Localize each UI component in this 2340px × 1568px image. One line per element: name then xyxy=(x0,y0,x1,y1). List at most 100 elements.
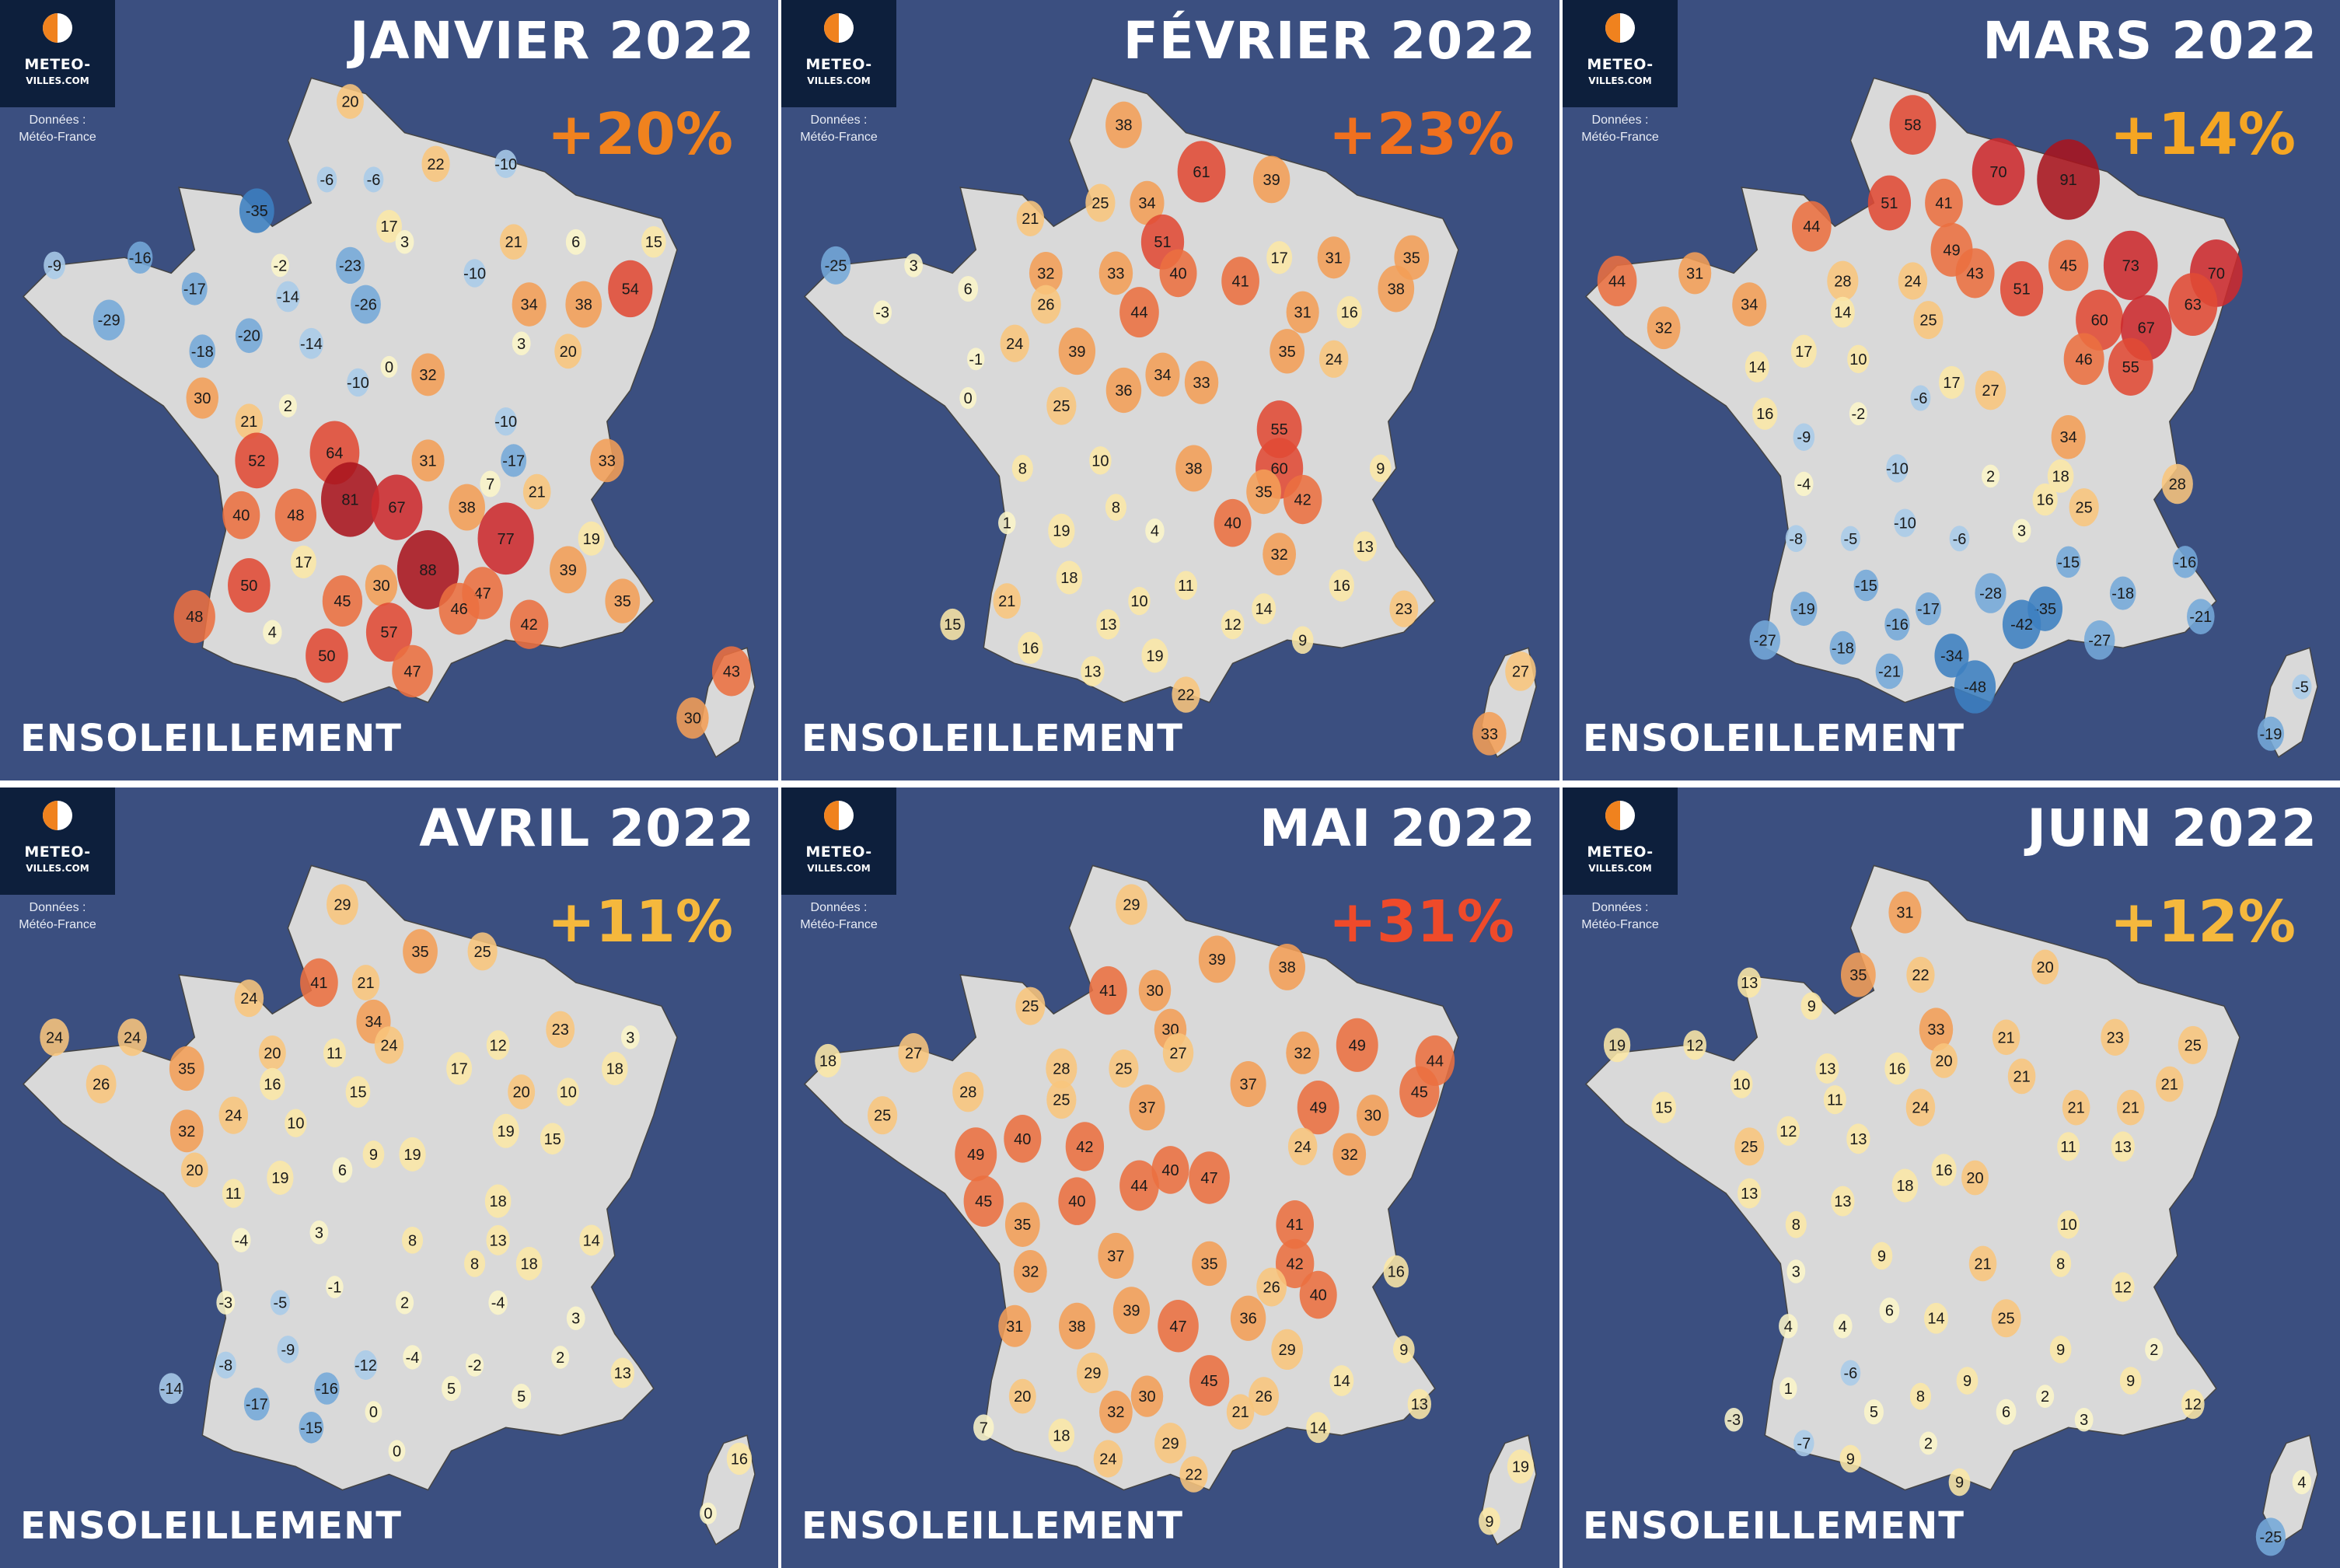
station-bubble-shape xyxy=(1793,423,1815,452)
station-bubble-shape xyxy=(1849,402,1867,425)
station-bubble: 24 xyxy=(40,1018,69,1056)
station-value: 12 xyxy=(2115,1280,2132,1297)
station-bubble-shape xyxy=(2063,333,2104,386)
station-bubble-shape xyxy=(1831,1186,1855,1217)
station-bubble-shape xyxy=(243,1388,270,1421)
meteo-villes-logo[interactable]: METEO- VILLES.COM xyxy=(781,0,896,107)
station-value: 30 xyxy=(372,578,389,595)
station-bubble-shape xyxy=(336,84,364,119)
station-bubble: -18 xyxy=(189,334,216,368)
station-value: 42 xyxy=(521,616,538,634)
station-bubble: -3 xyxy=(873,300,892,324)
station-bubble: 13 xyxy=(486,1224,510,1255)
station-bubble: -5 xyxy=(270,1290,290,1315)
station-value: 13 xyxy=(490,1232,507,1249)
station-bubble: 30 xyxy=(365,564,398,606)
station-bubble-shape xyxy=(320,462,379,537)
station-bubble: 8 xyxy=(2050,1250,2072,1277)
station-bubble: 30 xyxy=(186,377,219,419)
station-value: 1 xyxy=(1003,515,1011,533)
station-bubble-shape xyxy=(1999,261,2044,316)
station-value: 0 xyxy=(369,1404,378,1421)
station-value: 54 xyxy=(622,281,639,298)
station-bubble-shape xyxy=(676,697,709,739)
station-value: 19 xyxy=(1608,1037,1626,1054)
station-bubble-shape xyxy=(1318,340,1349,378)
footer-label: ENSOLEILLEMENT xyxy=(1583,717,1965,760)
station-bubble: 39 xyxy=(550,546,587,594)
station-bubble: 8 xyxy=(1011,455,1033,482)
station-value: 27 xyxy=(1982,382,1999,400)
station-bubble: 17 xyxy=(376,210,402,243)
station-bubble: 0 xyxy=(380,355,398,378)
station-value: 36 xyxy=(1115,382,1132,400)
station-value: 46 xyxy=(450,601,467,618)
station-bubble-shape xyxy=(332,1157,353,1183)
meteo-villes-logo[interactable]: METEO- VILLES.COM xyxy=(1563,787,1678,895)
station-value: 16 xyxy=(1333,578,1350,595)
station-bubble-shape xyxy=(1919,1008,1954,1052)
station-value: 17 xyxy=(450,1060,467,1077)
station-bubble: 24 xyxy=(1905,1088,1936,1126)
data-source-name: Météo-France xyxy=(800,918,878,931)
meteo-villes-logo[interactable]: METEO- VILLES.COM xyxy=(1563,0,1678,107)
station-bubble-shape xyxy=(2057,1210,2080,1239)
station-bubble: -23 xyxy=(335,246,365,285)
station-bubble-shape xyxy=(1823,1084,1846,1115)
station-bubble-shape xyxy=(267,1161,294,1195)
station-bubble-shape xyxy=(1870,1241,1893,1270)
station-bubble: 13 xyxy=(1081,655,1105,686)
meteo-villes-logo[interactable]: METEO- VILLES.COM xyxy=(0,787,115,895)
station-bubble-shape xyxy=(508,1074,536,1109)
station-bubble-shape xyxy=(2181,1389,2205,1420)
station-value: 15 xyxy=(1655,1100,1672,1117)
station-value: -10 xyxy=(1894,515,1916,533)
station-value: 11 xyxy=(2060,1139,2076,1156)
station-bubble: 81 xyxy=(320,462,379,537)
station-value: 55 xyxy=(2122,359,2139,376)
station-bubble-shape xyxy=(1891,1168,1919,1203)
station-bubble: 21 xyxy=(2007,1058,2036,1095)
station-value: 30 xyxy=(1138,1388,1155,1406)
station-value: 25 xyxy=(1053,1092,1070,1109)
sun-moon-icon xyxy=(1605,13,1635,43)
station-bubble-shape xyxy=(1151,1146,1189,1194)
station-value: -25 xyxy=(2259,1529,2282,1546)
meteo-villes-logo[interactable]: METEO- VILLES.COM xyxy=(0,0,115,107)
logo-line-1: METEO- xyxy=(1587,843,1654,861)
station-bubble: 41 xyxy=(300,958,338,1008)
station-bubble-shape xyxy=(1172,676,1200,713)
station-bubble: -12 xyxy=(354,1350,378,1380)
station-bubble-shape xyxy=(1991,1299,2021,1338)
station-bubble-shape xyxy=(464,1250,486,1277)
station-bubble-shape xyxy=(2051,414,2086,459)
station-value: 18 xyxy=(1053,1427,1070,1444)
station-value: 23 xyxy=(2107,1029,2124,1046)
station-bubble-shape xyxy=(1130,180,1165,225)
station-bubble-shape xyxy=(309,1221,329,1245)
station-bubble: 18 xyxy=(1056,560,1083,595)
station-bubble: 17 xyxy=(1266,241,1293,274)
station-bubble: 33 xyxy=(1919,1008,1954,1052)
station-value: -12 xyxy=(354,1357,377,1374)
station-value: 3 xyxy=(517,336,526,353)
station-value: 10 xyxy=(1130,593,1147,610)
station-value: 40 xyxy=(1224,515,1241,533)
station-value: 91 xyxy=(2060,172,2077,189)
station-bubble: 26 xyxy=(1030,285,1061,324)
station-bubble: 12 xyxy=(486,1030,510,1060)
station-bubble: 39 xyxy=(1252,155,1290,204)
station-bubble-shape xyxy=(608,260,653,318)
station-value: 2 xyxy=(2150,1342,2158,1359)
station-bubble: 3 xyxy=(395,229,414,254)
station-bubble: 28 xyxy=(1827,260,1859,302)
station-bubble: 21 xyxy=(2062,1089,2090,1126)
station-value: 16 xyxy=(731,1451,748,1468)
station-value: 41 xyxy=(1287,1217,1304,1234)
meteo-villes-logo[interactable]: METEO- VILLES.COM xyxy=(781,787,896,895)
station-bubble-shape xyxy=(1830,296,1855,328)
station-bubble-shape xyxy=(1863,1399,1884,1425)
station-value: 33 xyxy=(1107,265,1124,282)
station-bubble: -3 xyxy=(1724,1407,1744,1432)
station-value: 15 xyxy=(645,234,662,251)
